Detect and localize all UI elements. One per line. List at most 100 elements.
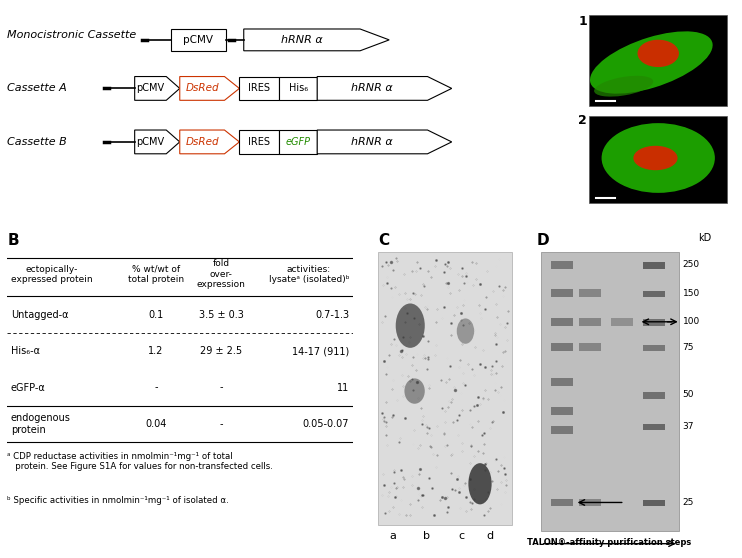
Text: d: d	[487, 531, 493, 541]
Text: His₆: His₆	[289, 84, 308, 93]
FancyBboxPatch shape	[551, 426, 573, 434]
Text: eGFP-α: eGFP-α	[11, 383, 45, 393]
Text: kD: kD	[699, 233, 712, 243]
Text: Untagged-α: Untagged-α	[11, 310, 68, 320]
Text: b: b	[423, 531, 430, 541]
FancyBboxPatch shape	[643, 291, 665, 297]
Text: -: -	[220, 419, 223, 429]
Ellipse shape	[468, 463, 492, 504]
FancyBboxPatch shape	[643, 262, 665, 269]
Ellipse shape	[404, 378, 424, 404]
Polygon shape	[317, 76, 452, 100]
Text: Cassette B: Cassette B	[7, 137, 68, 147]
Text: hRNR α: hRNR α	[352, 137, 393, 147]
Text: 50: 50	[683, 390, 694, 399]
Polygon shape	[317, 130, 452, 154]
Ellipse shape	[457, 319, 474, 344]
FancyBboxPatch shape	[579, 498, 601, 507]
Text: 14-17 (911): 14-17 (911)	[292, 346, 349, 356]
Polygon shape	[180, 130, 240, 154]
FancyBboxPatch shape	[611, 318, 633, 326]
Text: 100: 100	[683, 318, 700, 326]
FancyBboxPatch shape	[280, 76, 317, 100]
Ellipse shape	[602, 123, 715, 193]
Text: 0.7-1.3: 0.7-1.3	[315, 310, 349, 320]
Text: 25: 25	[683, 498, 694, 507]
FancyBboxPatch shape	[643, 345, 665, 351]
Ellipse shape	[634, 146, 677, 170]
FancyBboxPatch shape	[589, 15, 727, 106]
Text: 3.5 ± 0.3: 3.5 ± 0.3	[199, 310, 244, 320]
Text: 2: 2	[578, 114, 587, 127]
Text: pCMV: pCMV	[183, 35, 213, 45]
FancyBboxPatch shape	[551, 378, 573, 386]
Text: fold
over-
expression: fold over- expression	[197, 259, 246, 289]
Text: pCMV: pCMV	[137, 84, 165, 93]
Text: -: -	[154, 383, 157, 393]
Text: DsRed: DsRed	[186, 84, 219, 93]
FancyBboxPatch shape	[643, 424, 665, 430]
Text: 1.2: 1.2	[148, 346, 163, 356]
FancyBboxPatch shape	[589, 116, 727, 203]
Text: hRNR α: hRNR α	[352, 84, 393, 93]
Text: pCMV: pCMV	[137, 137, 165, 147]
Text: B: B	[7, 233, 19, 248]
Text: IRES: IRES	[249, 84, 270, 93]
Polygon shape	[135, 130, 180, 154]
Text: ᵇ Specific activities in nmolmin⁻¹mg⁻¹ of isolated α.: ᵇ Specific activities in nmolmin⁻¹mg⁻¹ o…	[7, 496, 229, 505]
FancyBboxPatch shape	[551, 289, 573, 297]
Text: 11: 11	[337, 383, 349, 393]
Text: ᵃ CDP reductase activities in nmolmin⁻¹mg⁻¹ of total
   protein. See Figure S1A : ᵃ CDP reductase activities in nmolmin⁻¹m…	[7, 452, 273, 471]
Text: 37: 37	[683, 422, 694, 431]
Text: DsRed: DsRed	[186, 137, 219, 147]
FancyBboxPatch shape	[551, 343, 573, 351]
Text: His₆-α: His₆-α	[11, 346, 40, 356]
FancyBboxPatch shape	[171, 29, 226, 51]
FancyBboxPatch shape	[541, 252, 679, 531]
Text: TALON®-affinity purification steps: TALON®-affinity purification steps	[527, 538, 691, 547]
Text: % wt/wt of
total protein: % wt/wt of total protein	[128, 264, 184, 284]
Polygon shape	[135, 76, 180, 100]
FancyBboxPatch shape	[378, 252, 512, 525]
Ellipse shape	[594, 76, 653, 97]
Text: 0.1: 0.1	[148, 310, 163, 320]
Text: 250: 250	[683, 260, 700, 270]
Text: 29 ± 2.5: 29 ± 2.5	[200, 346, 243, 356]
FancyBboxPatch shape	[551, 407, 573, 415]
Text: 0.04: 0.04	[145, 419, 166, 429]
FancyBboxPatch shape	[643, 319, 665, 326]
FancyBboxPatch shape	[240, 130, 280, 154]
FancyBboxPatch shape	[579, 318, 601, 326]
Text: 150: 150	[683, 288, 700, 298]
Text: C: C	[378, 233, 390, 248]
Ellipse shape	[395, 304, 424, 348]
Text: Cassette A: Cassette A	[7, 84, 68, 93]
Text: 1: 1	[578, 15, 587, 28]
Text: 0.05-0.07: 0.05-0.07	[303, 419, 349, 429]
FancyBboxPatch shape	[643, 392, 665, 398]
Text: D: D	[536, 233, 549, 248]
FancyBboxPatch shape	[551, 498, 573, 507]
Text: ectopically-
expressed protein: ectopically- expressed protein	[11, 264, 93, 284]
FancyBboxPatch shape	[280, 130, 317, 154]
Text: eGFP: eGFP	[286, 137, 311, 147]
Polygon shape	[243, 29, 390, 51]
FancyBboxPatch shape	[551, 318, 573, 326]
Polygon shape	[180, 76, 240, 100]
Ellipse shape	[637, 40, 679, 67]
Text: endogenous
protein: endogenous protein	[11, 413, 70, 435]
Text: -: -	[220, 383, 223, 393]
FancyBboxPatch shape	[551, 261, 573, 269]
Text: hRNR α: hRNR α	[281, 35, 323, 45]
FancyBboxPatch shape	[240, 76, 280, 100]
Text: c: c	[458, 531, 464, 541]
FancyBboxPatch shape	[579, 289, 601, 297]
Ellipse shape	[590, 31, 712, 94]
Text: activities:
lysateᵃ (isolated)ᵇ: activities: lysateᵃ (isolated)ᵇ	[269, 264, 349, 284]
Text: 75: 75	[683, 343, 694, 352]
FancyBboxPatch shape	[579, 343, 601, 351]
Text: IRES: IRES	[249, 137, 270, 147]
Text: a: a	[390, 531, 396, 541]
Text: Monocistronic Cassette: Monocistronic Cassette	[7, 30, 137, 40]
FancyBboxPatch shape	[643, 500, 665, 507]
